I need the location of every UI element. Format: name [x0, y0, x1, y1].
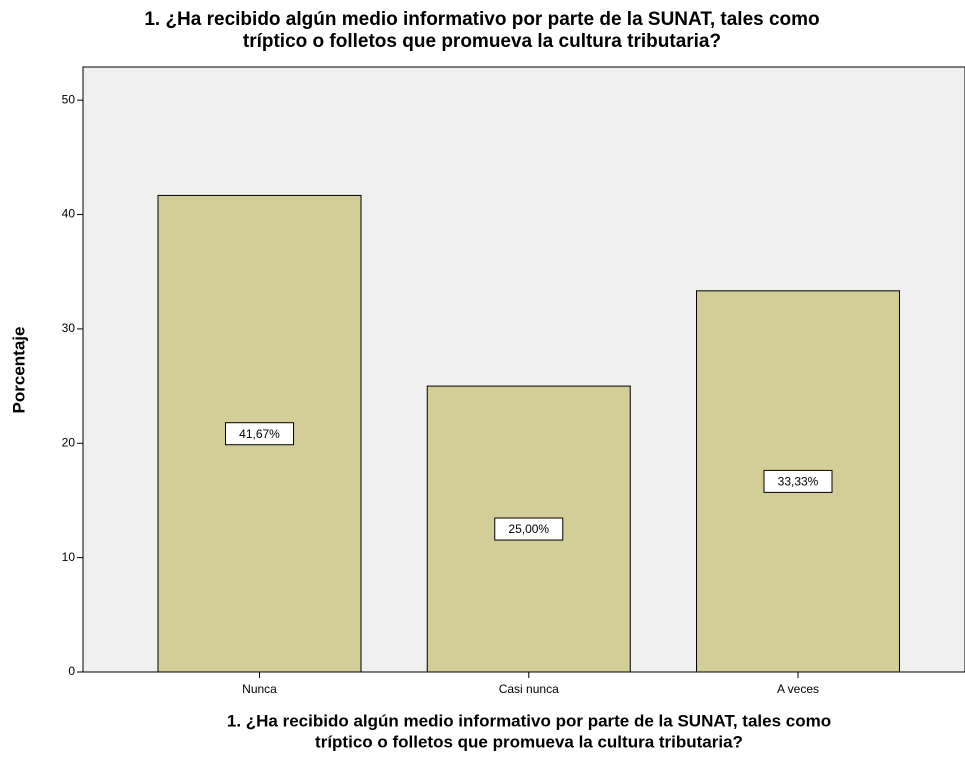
y-tick-label: 10 [62, 550, 76, 564]
value-label: 33,33% [778, 475, 819, 489]
value-label: 41,67% [239, 427, 280, 441]
chart-title: tríptico o folletos que promueva la cult… [243, 31, 721, 52]
x-tick-label: Nunca [242, 682, 277, 696]
value-label-box [763, 469, 833, 493]
y-tick-label: 50 [62, 92, 76, 106]
value-label-box [494, 517, 564, 541]
y-tick-label: 20 [62, 435, 76, 449]
x-axis-title: tríptico o folletos que promueva la cult… [315, 732, 743, 751]
y-tick-label: 30 [62, 321, 76, 335]
value-label-box [225, 422, 294, 446]
y-tick-label: 40 [62, 207, 76, 221]
x-tick-label: Casi nunca [499, 682, 559, 696]
chart-title: 1. ¿Ha recibido algún medio informativo … [144, 9, 819, 30]
x-axis-title: 1. ¿Ha recibido algún medio informativo … [227, 711, 831, 730]
value-label: 25,00% [508, 522, 549, 536]
x-tick-label: A veces [777, 682, 819, 696]
y-tick-label: 0 [68, 664, 75, 678]
y-axis-title: Porcentaje [9, 327, 28, 414]
